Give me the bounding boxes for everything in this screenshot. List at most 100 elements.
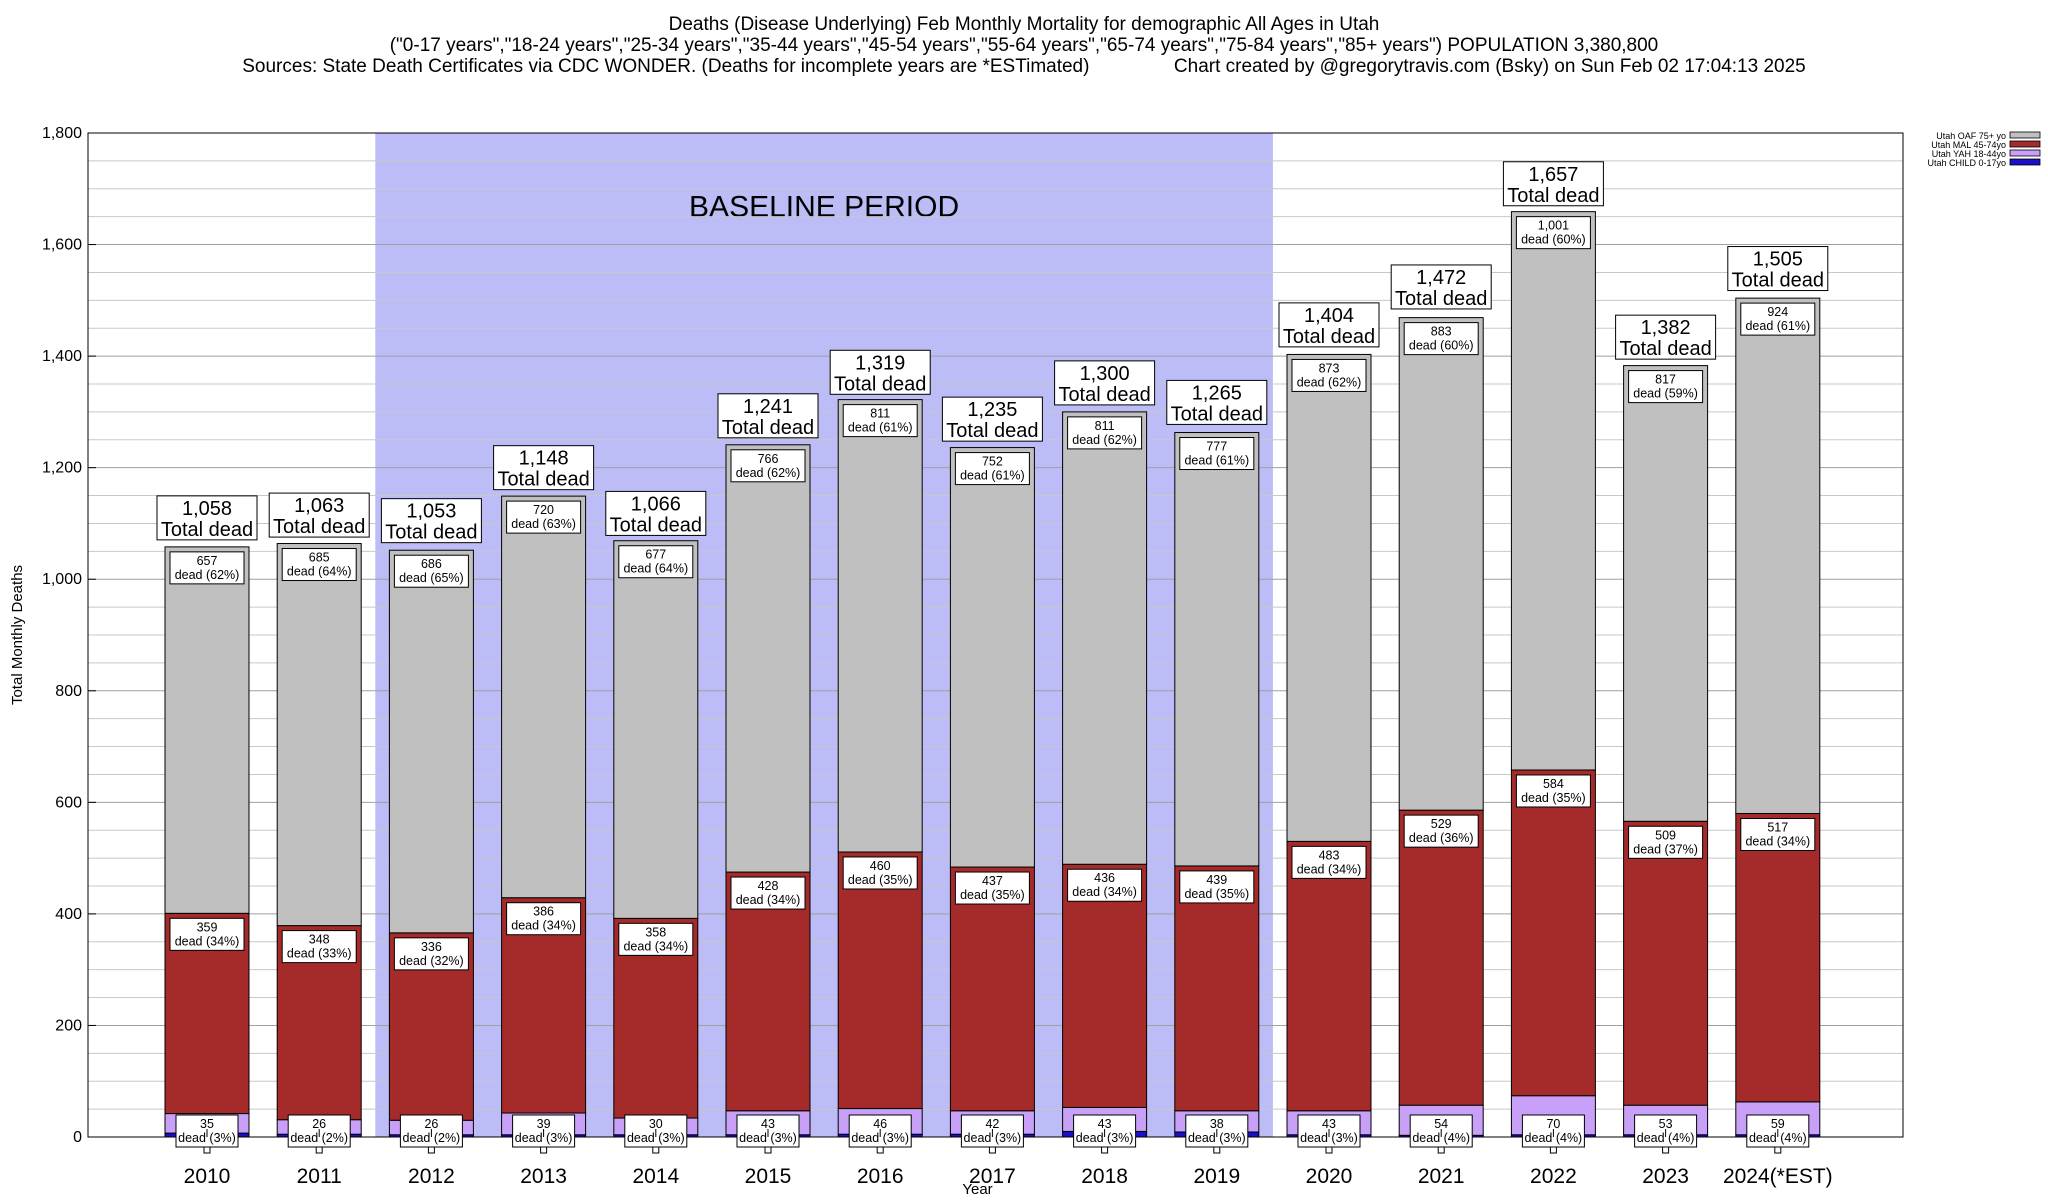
total-caption-label: Total dead	[946, 420, 1038, 442]
segment-value-label: 42	[985, 1117, 999, 1131]
x-tick-label: 2018	[1081, 1165, 1128, 1188]
legend-swatch	[2009, 140, 2041, 148]
segment-value-label: 53	[1659, 1117, 1673, 1131]
segment-share-label: dead (35%)	[1521, 791, 1586, 805]
total-label-box	[829, 349, 931, 395]
x-tick-label: 2019	[1193, 1165, 1240, 1188]
segment-value-label: 436	[1094, 871, 1115, 885]
total-label-box	[493, 445, 595, 491]
segment-label-box	[1291, 358, 1367, 392]
segment-share-label: dead (3%)	[739, 1131, 797, 1145]
segment-share-label: dead (64%)	[623, 562, 688, 576]
y-tick-label: 400	[55, 906, 82, 923]
total-caption-label: Total dead	[610, 514, 702, 536]
segment-share-label: dead (34%)	[175, 934, 240, 948]
segment-label-box	[1515, 774, 1591, 808]
segment-share-label: dead (35%)	[848, 873, 913, 887]
child-marker	[652, 1146, 660, 1154]
x-tick-label: 2012	[408, 1165, 455, 1188]
segment-share-label: dead (34%)	[1297, 862, 1362, 876]
bar-segment	[501, 495, 587, 899]
total-caption-label: Total dead	[161, 519, 253, 541]
segment-value-label: 437	[982, 874, 1003, 888]
segment-value-label: 59	[1771, 1117, 1785, 1131]
segment-share-label: dead (3%)	[1076, 1131, 1134, 1145]
y-tick-label: 1,600	[42, 237, 82, 254]
segment-share-label: dead (37%)	[1633, 842, 1698, 856]
segment-value-label: 358	[645, 925, 666, 939]
bar-segment	[1398, 809, 1484, 1106]
child-marker	[1774, 1146, 1782, 1154]
bar-segment	[388, 549, 474, 934]
bar-segment	[949, 447, 1035, 868]
x-tick-label: 2013	[520, 1165, 567, 1188]
total-label-box	[1278, 302, 1380, 348]
child-marker	[764, 1146, 772, 1154]
legend-entry-label: Utah CHILD 0-17yo	[1927, 158, 2006, 168]
segment-share-label: dead (2%)	[403, 1131, 461, 1145]
bar-segment	[1735, 297, 1821, 814]
total-label-box	[156, 495, 258, 541]
bar-segment	[1174, 432, 1260, 867]
total-caption-label: Total dead	[1507, 185, 1599, 207]
segment-value-label: 529	[1431, 817, 1452, 831]
segment-value-label: 348	[309, 933, 330, 947]
legend-swatch	[2009, 149, 2041, 157]
segment-label-box	[169, 917, 245, 951]
segment-value-label: 483	[1319, 848, 1340, 862]
x-tick-label: 2022	[1530, 1165, 1577, 1188]
segment-value-label: 35	[200, 1117, 214, 1131]
segment-label-box	[281, 930, 357, 964]
bar-segment	[837, 851, 923, 1110]
segment-share-label: dead (3%)	[515, 1131, 573, 1145]
segment-label-box	[506, 500, 582, 534]
total-label-box	[717, 393, 819, 439]
child-marker	[427, 1146, 435, 1154]
segment-value-label: 1,001	[1538, 219, 1569, 233]
segment-share-label: dead (63%)	[511, 517, 576, 531]
segment-share-label: dead (3%)	[1188, 1131, 1246, 1145]
total-label-box	[1727, 246, 1829, 292]
segment-value-label: 685	[309, 551, 330, 565]
segment-value-label: 766	[758, 452, 779, 466]
segment-share-label: dead (61%)	[848, 421, 913, 435]
bar-segment	[837, 399, 923, 853]
segment-value-label: 817	[1655, 373, 1676, 387]
segment-label-box	[1628, 825, 1704, 859]
bar-segment	[1174, 865, 1260, 1112]
segment-label-box	[1403, 322, 1479, 356]
segment-value-label: 777	[1206, 440, 1227, 454]
total-value-label: 1,066	[631, 493, 681, 515]
chart-title-line-3: Sources: State Death Certificates via CD…	[242, 56, 1806, 77]
bar-segment	[613, 540, 699, 919]
segment-value-label: 386	[533, 905, 554, 919]
segment-share-label: dead (64%)	[287, 565, 352, 579]
bar-segment	[1286, 840, 1372, 1112]
segment-value-label: 752	[982, 455, 1003, 469]
segment-value-label: 811	[1095, 419, 1115, 433]
segment-value-label: 70	[1546, 1117, 1560, 1131]
total-value-label: 1,657	[1528, 164, 1578, 186]
bar-segment	[1062, 863, 1148, 1108]
total-label-box	[1390, 264, 1492, 310]
segment-share-label: dead (34%)	[1745, 834, 1810, 848]
legend-swatch	[2009, 158, 2041, 166]
total-value-label: 1,505	[1753, 249, 1803, 271]
bar-segment	[164, 546, 250, 914]
child-marker	[1325, 1146, 1333, 1154]
segment-share-label: dead (3%)	[964, 1131, 1022, 1145]
chart-title-line-2: ("0-17 years","18-24 years","25-34 years…	[389, 35, 1659, 56]
segment-share-label: dead (61%)	[960, 469, 1025, 483]
total-caption-label: Total dead	[385, 522, 477, 544]
total-caption-label: Total dead	[1283, 326, 1375, 348]
segment-share-label: dead (3%)	[178, 1131, 236, 1145]
segment-label-box	[1628, 370, 1704, 404]
total-value-label: 1,300	[1080, 363, 1130, 385]
segment-value-label: 811	[870, 407, 890, 421]
segment-share-label: dead (59%)	[1633, 387, 1698, 401]
y-tick-label: 1,400	[42, 348, 82, 365]
segment-value-label: 720	[533, 503, 554, 517]
legend-entry-label: Utah MAL 45-74yo	[1931, 140, 2006, 150]
total-value-label: 1,063	[294, 495, 344, 517]
